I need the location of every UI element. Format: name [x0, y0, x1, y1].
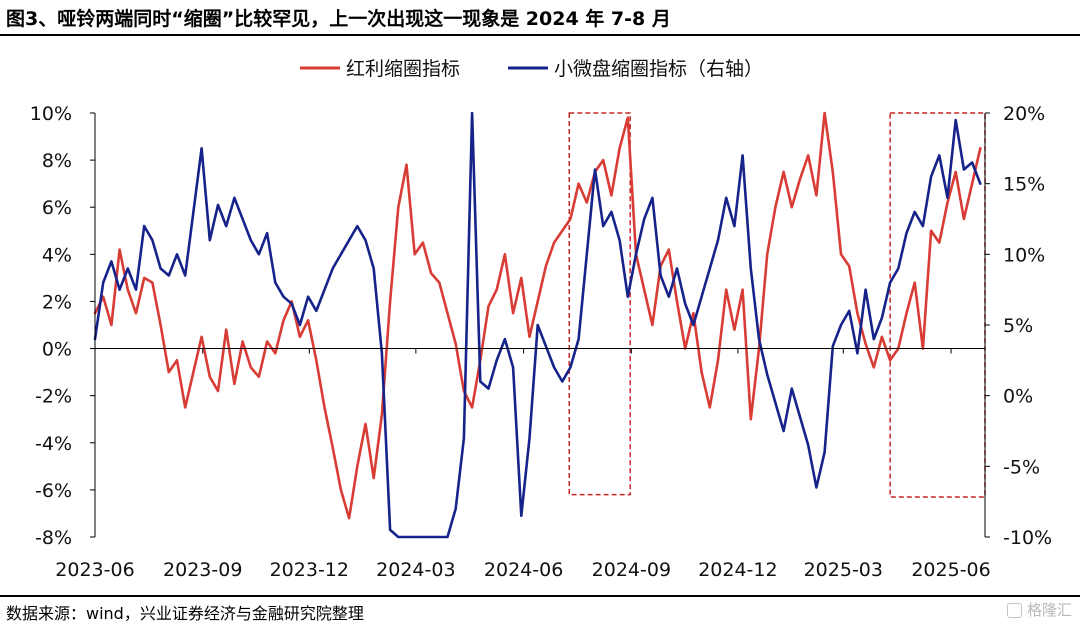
- watermark: 格隆汇: [1006, 599, 1072, 620]
- x-tick-label: 2024-03: [376, 559, 455, 581]
- y-left-tick-label: -4%: [35, 433, 72, 455]
- watermark-text: 格隆汇: [1026, 601, 1072, 619]
- y-left-tick-label: 0%: [42, 339, 72, 361]
- title-bar: 图3、哑铃两端同时“缩圈”比较罕见，上一次出现这一现象是 2024 年 7-8 …: [0, 0, 1080, 36]
- footer-bar: 数据来源：wind，兴业证券经济与金融研究院整理 格隆汇: [0, 595, 1080, 625]
- x-tick-label: 2025-06: [911, 559, 990, 581]
- x-tick-label: 2023-09: [163, 559, 242, 581]
- y-right-tick-label: -10%: [1003, 527, 1052, 549]
- chart-svg: 10% 8% 6% 4% 2% 0% -2% -4% -6% -8% 20% 15% 10% 5% 0% -5…: [30, 58, 1052, 581]
- x-tick-label: 2024-12: [698, 559, 777, 581]
- watermark-logo-icon: [1006, 603, 1022, 618]
- y-right-tick-label: 0%: [1003, 386, 1033, 408]
- y-left-tick-label: 4%: [42, 244, 72, 266]
- x-tick-label: 2023-06: [55, 559, 134, 581]
- y-left-tick-label: -2%: [35, 386, 72, 408]
- y-left-tick-label: -8%: [35, 527, 72, 549]
- legend-label-2: 小微盘缩圈指标（右轴）: [554, 58, 763, 80]
- y-left-tick-label: 6%: [42, 197, 72, 219]
- chart-title: 图3、哑铃两端同时“缩圈”比较罕见，上一次出现这一现象是 2024 年 7-8 …: [6, 8, 671, 30]
- y-right-tick-label: -5%: [1003, 456, 1040, 478]
- source-note: 数据来源：wind，兴业证券经济与金融研究院整理: [6, 604, 364, 623]
- y-right-tick-label: 20%: [1003, 103, 1045, 125]
- red-series-line: [93, 111, 982, 520]
- x-tick-label: 2024-06: [484, 559, 563, 581]
- highlight-layer: [568, 112, 986, 498]
- y-right-tick-label: 15%: [1003, 174, 1045, 196]
- y-left-tick-label: -6%: [35, 480, 72, 502]
- x-tick-label: 2023-12: [270, 559, 349, 581]
- y-left-tick-label: 10%: [30, 103, 72, 125]
- y-right-tick-label: 5%: [1003, 315, 1033, 337]
- legend-label-1: 红利缩圈指标: [346, 58, 460, 80]
- x-tick-label: 2024-09: [592, 559, 671, 581]
- y-right-tick-label: 10%: [1003, 244, 1045, 266]
- blue-series-line: [93, 111, 982, 539]
- legend: 红利缩圈指标 小微盘缩圈指标（右轴）: [300, 58, 763, 80]
- y-left-tick-label: 2%: [42, 291, 72, 313]
- series-layer: [93, 111, 982, 539]
- highlight-box-1: [568, 112, 631, 496]
- x-tick-label: 2025-03: [804, 559, 883, 581]
- axis-layer: 10% 8% 6% 4% 2% 0% -2% -4% -6% -8% 20% 15% 10% 5% 0% -5…: [30, 103, 1052, 581]
- highlight-box-2: [889, 112, 986, 498]
- y-left-tick-label: 8%: [42, 150, 72, 172]
